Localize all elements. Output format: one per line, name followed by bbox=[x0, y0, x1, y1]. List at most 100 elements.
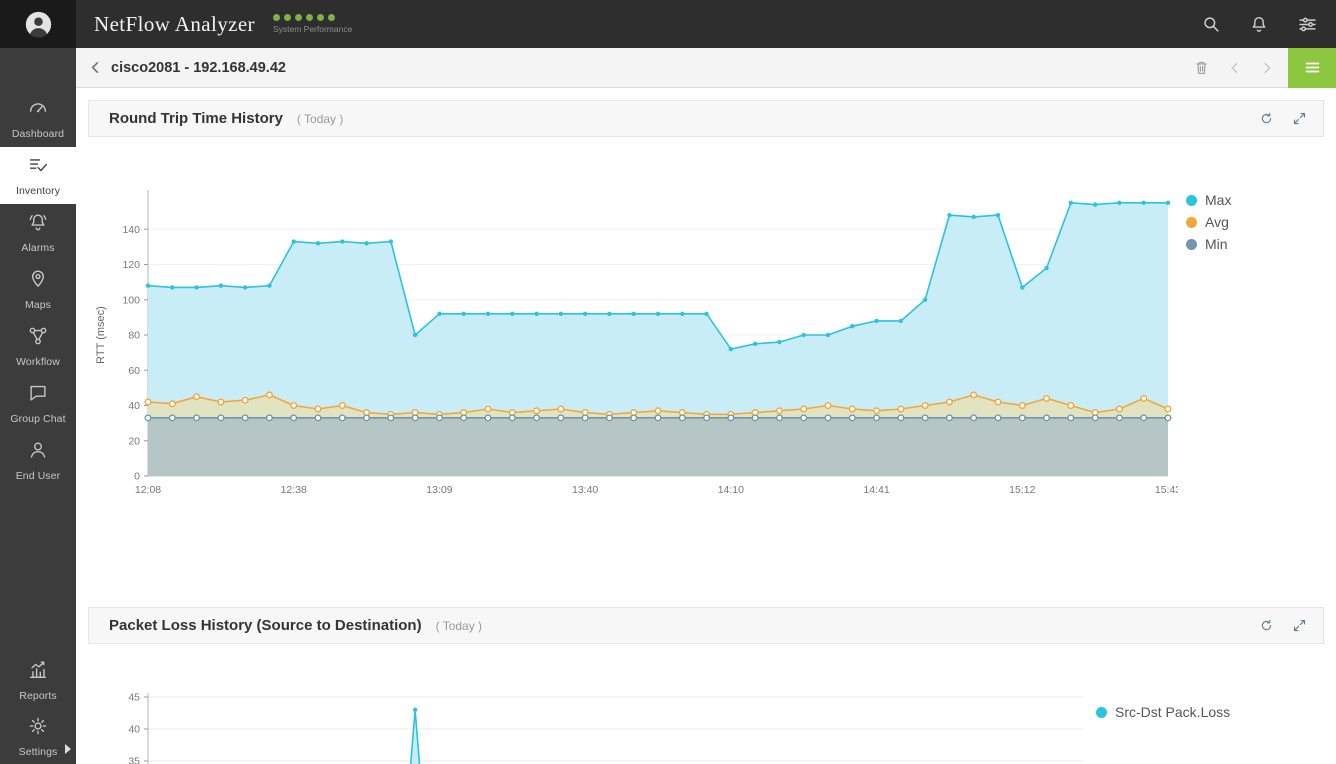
svg-text:140: 140 bbox=[122, 224, 140, 236]
legend-dot bbox=[1096, 706, 1107, 718]
sidebar-item-label: Group Chat bbox=[10, 413, 66, 425]
rtt-panel-header: Round Trip Time History ( Today ) bbox=[88, 100, 1324, 137]
sidebar-item-workflow[interactable]: Workflow bbox=[0, 318, 76, 375]
system-performance-status[interactable]: System Performance bbox=[272, 14, 353, 34]
top-bar: NetFlow Analyzer System Performance bbox=[76, 0, 1336, 48]
svg-text:12:08: 12:08 bbox=[135, 484, 161, 496]
app-title: NetFlow Analyzer bbox=[94, 11, 255, 36]
sidebar-item-maps[interactable]: Maps bbox=[0, 261, 76, 318]
map-pin-icon bbox=[27, 268, 49, 295]
topbar-actions bbox=[1201, 14, 1318, 35]
status-dots bbox=[272, 14, 352, 21]
packet-loss-chart-legend: Src-Dst Pack.Loss bbox=[1096, 658, 1230, 764]
status-label: System Performance bbox=[272, 24, 353, 34]
legend-label: Avg bbox=[1205, 214, 1229, 230]
sidebar-item-label: Maps bbox=[24, 299, 52, 311]
svg-text:12:38: 12:38 bbox=[281, 484, 307, 496]
sidebar-item-label: Alarms bbox=[21, 242, 55, 254]
gear-icon bbox=[27, 715, 49, 742]
svg-text:120: 120 bbox=[122, 259, 140, 271]
rtt-panel-actions bbox=[1259, 111, 1307, 126]
legend-item-max[interactable]: Max bbox=[1186, 192, 1231, 208]
status-dot bbox=[294, 14, 302, 21]
rtt-chart: 0 20 40 60 80 100 120 140 12:08 12:38 13:09 13:40 14… bbox=[95, 190, 1178, 496]
packet-loss-panel-title: Packet Loss History (Source to Destinati… bbox=[109, 617, 422, 634]
panel-menu-icon bbox=[1305, 62, 1319, 73]
sidebar-item-label: End User bbox=[15, 470, 61, 482]
svg-text:45: 45 bbox=[128, 692, 140, 704]
sidebar-item-settings[interactable]: Settings bbox=[0, 708, 76, 764]
sidebar-nav: Dashboard Inventory Alarms Maps Workflow Grou… bbox=[0, 48, 76, 764]
rtt-panel-title: Round Trip Time History bbox=[109, 110, 283, 127]
svg-text:RTT (msec): RTT (msec) bbox=[95, 306, 107, 364]
alarm-icon bbox=[27, 211, 49, 238]
sidebar-item-dashboard[interactable]: Dashboard bbox=[0, 90, 76, 147]
status-dot bbox=[327, 14, 335, 21]
svg-text:100: 100 bbox=[122, 294, 140, 306]
svg-text:60: 60 bbox=[128, 365, 140, 377]
sidebar-item-label: Dashboard bbox=[11, 128, 65, 140]
expand-icon[interactable] bbox=[1292, 111, 1307, 126]
legend-dot bbox=[1186, 216, 1197, 228]
svg-text:14:10: 14:10 bbox=[718, 484, 744, 496]
workflow-icon bbox=[27, 325, 49, 352]
sidebar-item-inventory[interactable]: Inventory bbox=[0, 147, 76, 204]
back-chevron-icon[interactable] bbox=[88, 60, 103, 75]
svg-text:40: 40 bbox=[128, 724, 140, 736]
rtt-chart-legend: Max Avg Min bbox=[1186, 184, 1231, 514]
svg-text:15:12: 15:12 bbox=[1009, 484, 1035, 496]
legend-dot bbox=[1186, 194, 1197, 206]
legend-item-min[interactable]: Min bbox=[1186, 236, 1231, 252]
svg-text:20: 20 bbox=[128, 435, 140, 447]
sidebar-item-group-chat[interactable]: Group Chat bbox=[0, 375, 76, 432]
user-avatar[interactable] bbox=[0, 0, 76, 48]
status-dot bbox=[316, 14, 324, 21]
sidebar-expander-arrow-icon[interactable] bbox=[65, 744, 71, 754]
sidebar-item-label: Settings bbox=[18, 745, 58, 758]
svg-text:40: 40 bbox=[128, 400, 140, 412]
sidebar-item-end-user[interactable]: End User bbox=[0, 432, 76, 489]
delete-trash-icon[interactable] bbox=[1193, 59, 1210, 76]
panel-menu-button[interactable] bbox=[1288, 47, 1336, 88]
next-chevron-icon[interactable] bbox=[1260, 61, 1274, 75]
device-actions bbox=[1193, 59, 1274, 76]
legend-label: Max bbox=[1205, 192, 1232, 208]
legend-label: Src-Dst Pack.Loss bbox=[1115, 704, 1231, 720]
svg-text:13:09: 13:09 bbox=[426, 484, 452, 496]
device-title: cisco2081 - 192.168.49.42 bbox=[111, 59, 286, 76]
expand-icon[interactable] bbox=[1292, 618, 1307, 633]
device-toolbar: cisco2081 - 192.168.49.42 bbox=[76, 47, 1336, 88]
legend-item-avg[interactable]: Avg bbox=[1186, 214, 1231, 230]
packet-loss-panel-header: Packet Loss History (Source to Destinati… bbox=[88, 607, 1324, 644]
legend-item-src-dst-pack-loss[interactable]: Src-Dst Pack.Loss bbox=[1096, 704, 1230, 720]
notification-bell-icon[interactable] bbox=[1249, 14, 1269, 34]
status-dot bbox=[283, 14, 291, 21]
svg-text:13:40: 13:40 bbox=[572, 484, 598, 496]
rtt-chart-container: 0 20 40 60 80 100 120 140 12:08 12:38 13:09 13:40 14… bbox=[88, 184, 1231, 514]
packet-loss-chart-container: 05101520253035404512:0812:3813:0913:4014… bbox=[88, 658, 1230, 764]
sidebar-item-reports[interactable]: Reports bbox=[0, 652, 76, 708]
chat-icon bbox=[27, 382, 49, 409]
svg-text:0: 0 bbox=[134, 471, 140, 483]
avatar-person-icon bbox=[25, 11, 51, 38]
legend-dot bbox=[1186, 238, 1197, 250]
status-dot bbox=[305, 14, 313, 21]
packet-loss-panel-actions bbox=[1259, 618, 1307, 633]
svg-text:14:41: 14:41 bbox=[863, 484, 889, 496]
legend-label: Min bbox=[1205, 236, 1228, 252]
refresh-icon[interactable] bbox=[1259, 618, 1274, 633]
sidebar-item-label: Inventory bbox=[15, 185, 61, 197]
svg-text:15:43: 15:43 bbox=[1155, 484, 1178, 496]
status-dot bbox=[272, 14, 280, 21]
svg-text:35: 35 bbox=[128, 756, 140, 764]
packet-loss-time-range-label: ( Today ) bbox=[435, 618, 483, 633]
reports-icon bbox=[27, 659, 49, 686]
prev-chevron-icon[interactable] bbox=[1228, 61, 1242, 75]
preferences-sliders-icon[interactable] bbox=[1297, 14, 1318, 35]
refresh-icon[interactable] bbox=[1259, 111, 1274, 126]
sidebar-item-alarms[interactable]: Alarms bbox=[0, 204, 76, 261]
rtt-time-range-label: ( Today ) bbox=[296, 111, 344, 126]
svg-text:80: 80 bbox=[128, 330, 140, 342]
search-icon[interactable] bbox=[1201, 14, 1221, 34]
